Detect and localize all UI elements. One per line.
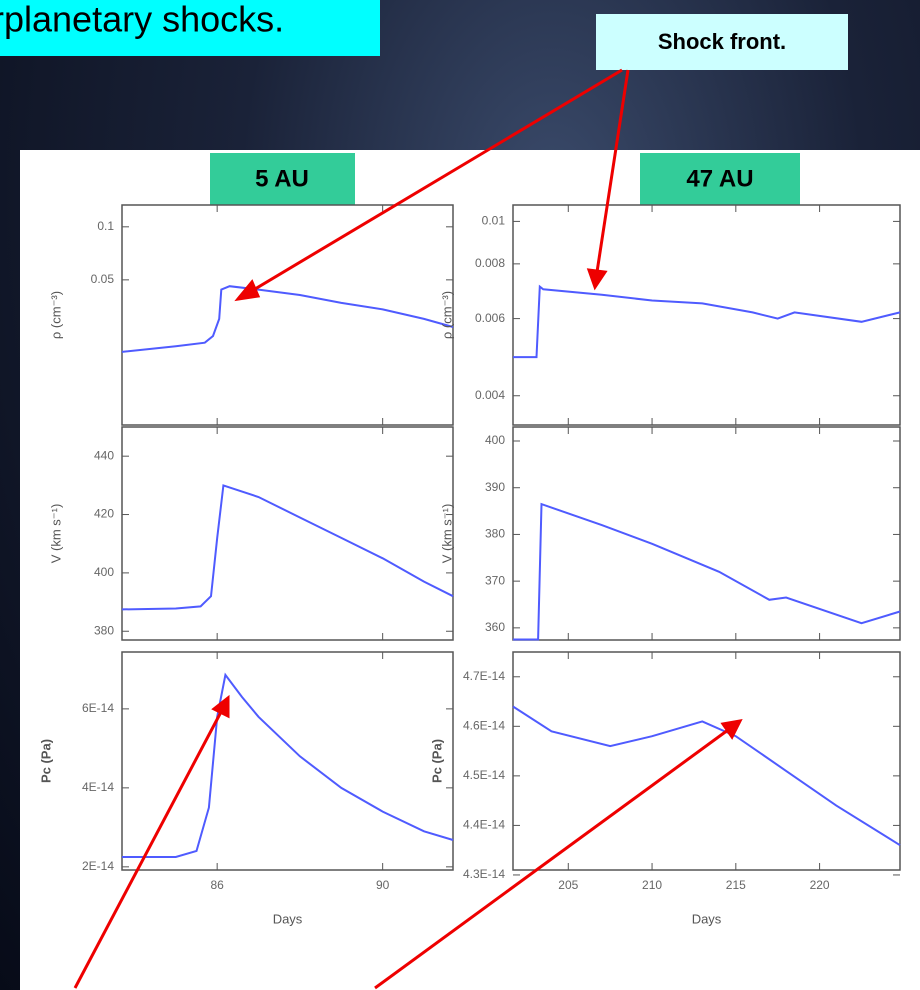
y-tick-label: 440 (94, 448, 114, 462)
y-tick-label: 380 (94, 623, 114, 637)
title-box (0, 0, 380, 56)
x-axis-label: Days (273, 911, 303, 926)
arrowhead (586, 268, 608, 291)
column-header: 47 AU (686, 165, 753, 192)
y-axis-label: Pc (Pa) (429, 739, 444, 783)
arrow (73, 711, 223, 989)
y-tick-label: 360 (485, 620, 505, 634)
data-line (121, 285, 454, 353)
y-tick-label: 370 (485, 573, 505, 587)
arrow (249, 68, 623, 294)
data-line (513, 502, 901, 641)
column-header-box (640, 153, 800, 205)
figure-panel (20, 150, 920, 990)
plot-frame (121, 651, 454, 871)
x-tick-label: 210 (642, 878, 662, 892)
arrowhead (720, 719, 743, 740)
data-line (121, 484, 454, 611)
y-tick-label: 0.004 (475, 388, 505, 402)
column-header: 5 AU (255, 165, 309, 192)
plot-frame (512, 204, 901, 426)
plot-frame (512, 651, 901, 871)
plot-frame (121, 204, 454, 426)
y-tick-label: 390 (485, 480, 505, 494)
y-tick-label: 400 (485, 433, 505, 447)
x-tick-label: 86 (210, 878, 224, 892)
data-line (513, 284, 901, 359)
y-tick-label: 0.05 (91, 272, 115, 286)
y-axis-label: V (km s⁻¹) (439, 504, 454, 564)
callout: Shock front. (658, 29, 786, 54)
y-axis-label: ρ (cm⁻³) (439, 291, 454, 339)
x-tick-label: 90 (376, 878, 390, 892)
arrow (595, 69, 630, 273)
y-axis-label: V (km s⁻¹) (48, 504, 63, 564)
column-header-box (210, 153, 355, 205)
y-tick-label: 0.006 (475, 311, 505, 325)
plot-frame (512, 426, 901, 641)
arrow (374, 728, 729, 990)
x-tick-label: 215 (726, 878, 746, 892)
y-tick-label: 6E-14 (82, 701, 114, 715)
y-tick-label: 400 (94, 565, 114, 579)
arrows (73, 68, 743, 990)
y-axis-label: ρ (cm⁻³) (48, 291, 63, 339)
y-tick-label: 420 (94, 507, 114, 521)
arrowhead (234, 279, 261, 302)
x-tick-label: 205 (558, 878, 578, 892)
y-tick-label: 0.01 (482, 214, 506, 228)
slide-title: rplanetary shocks. (0, 0, 284, 40)
y-tick-label: 4E-14 (82, 780, 114, 794)
y-axis-label: Pc (Pa) (38, 739, 53, 783)
callout-box (596, 14, 848, 70)
y-tick-label: 4.6E-14 (463, 718, 505, 732)
data-line (512, 705, 901, 847)
y-tick-label: 4.5E-14 (463, 768, 505, 782)
y-tick-label: 4.7E-14 (463, 669, 505, 683)
data-line (122, 672, 454, 858)
x-axis-label: Days (692, 911, 722, 926)
y-tick-label: 2E-14 (82, 859, 114, 873)
y-tick-label: 4.3E-14 (463, 867, 505, 881)
y-tick-label: 4.4E-14 (463, 818, 505, 832)
y-tick-label: 0.1 (97, 219, 114, 233)
y-tick-label: 380 (485, 527, 505, 541)
arrowhead (211, 694, 230, 719)
y-tick-label: 0.008 (475, 256, 505, 270)
x-tick-label: 220 (810, 878, 830, 892)
plot-frame (121, 426, 454, 641)
